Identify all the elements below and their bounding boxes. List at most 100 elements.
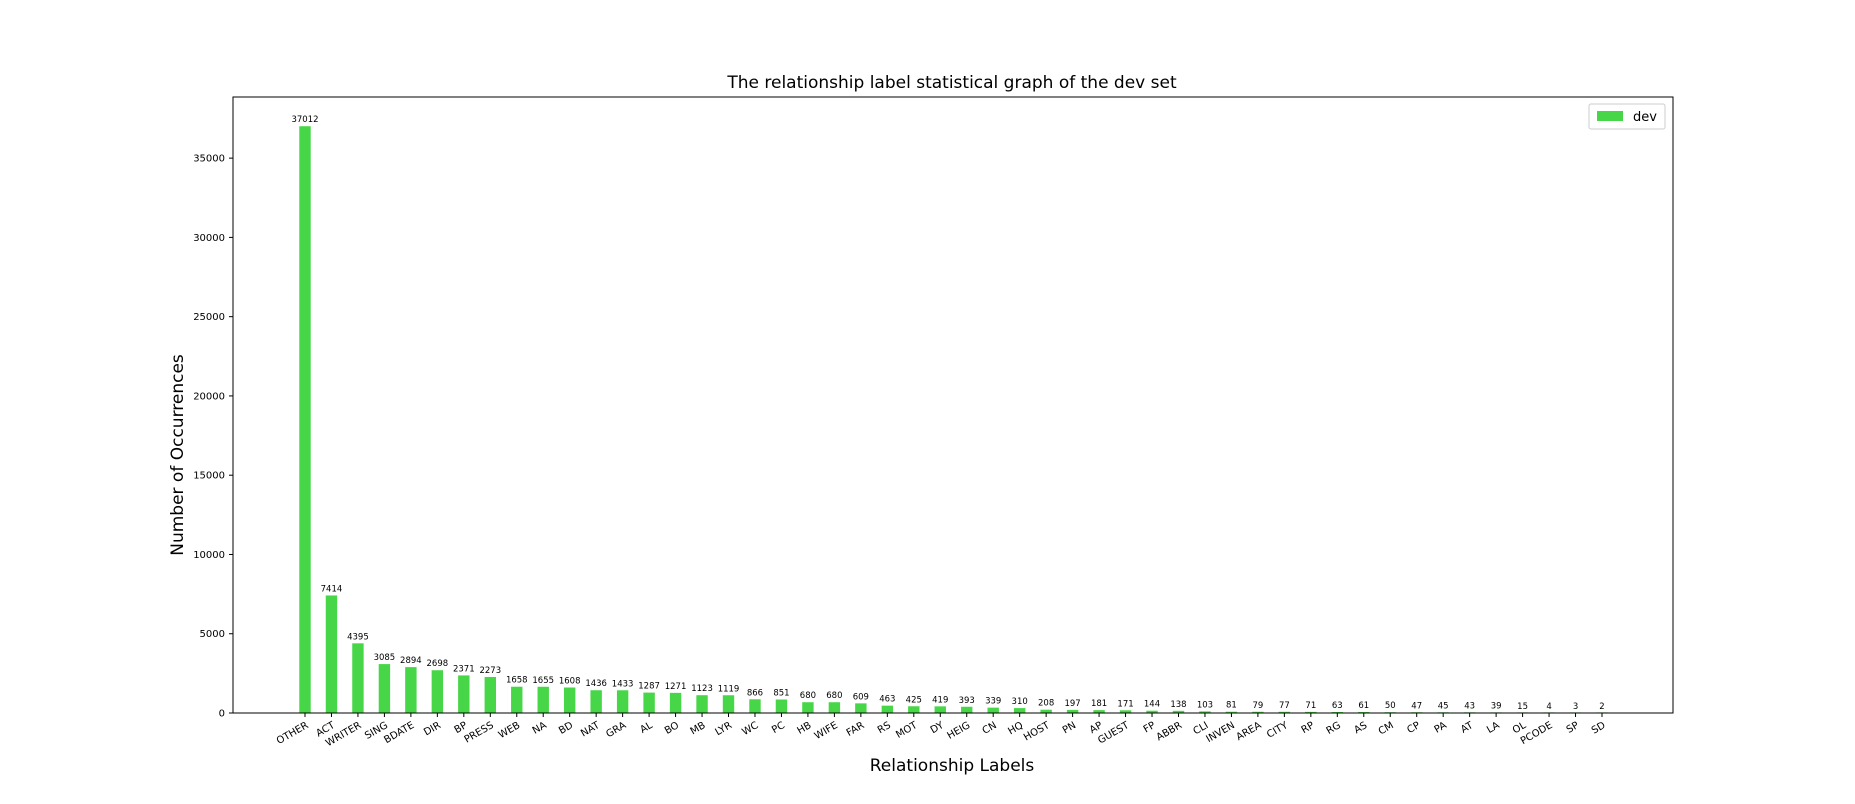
bar-value-label-cli: 103 xyxy=(1197,700,1213,710)
bar-value-label-bo: 1271 xyxy=(665,682,687,692)
legend-label-dev: dev xyxy=(1633,110,1657,125)
x-tick-label-al: AL xyxy=(638,720,655,736)
bar-guest xyxy=(1119,710,1132,713)
bar-hb xyxy=(802,702,814,713)
y-tick-label-10000: 10000 xyxy=(193,550,225,561)
bar-value-label-sp: 3 xyxy=(1573,702,1578,712)
x-tick-label-fp: FP xyxy=(1142,720,1158,735)
bar-value-label-la: 39 xyxy=(1491,701,1502,711)
x-tick-label-nat: NAT xyxy=(579,720,602,740)
bar-value-label-sing: 3085 xyxy=(374,653,396,663)
legend-swatch-dev xyxy=(1597,111,1623,121)
bar-value-label-al: 1287 xyxy=(638,682,660,692)
x-tick-label-rp: RP xyxy=(1300,720,1317,736)
bar-dy xyxy=(934,706,946,713)
x-tick-label-bdate: BDATE xyxy=(382,720,416,746)
bar-value-label-lyr: 1119 xyxy=(718,684,740,694)
bar-al xyxy=(643,692,655,713)
bar-area xyxy=(1252,711,1264,713)
x-tick-label-heig: HEIG xyxy=(945,720,972,742)
x-tick-label-at: AT xyxy=(1459,720,1476,736)
bar-value-label-ap: 181 xyxy=(1091,699,1107,709)
bar-value-label-bd: 1608 xyxy=(559,677,581,687)
bar-na xyxy=(537,686,549,713)
bar-other xyxy=(299,126,311,714)
x-tick-label-far: FAR xyxy=(845,720,867,739)
x-tick-label-other: OTHER xyxy=(275,720,311,747)
x-tick-label-rs: RS xyxy=(876,720,893,736)
bar-value-label-inven: 81 xyxy=(1226,701,1237,711)
bar-value-label-other: 37012 xyxy=(291,115,318,125)
bar-value-label-pa: 45 xyxy=(1438,701,1449,711)
bar-value-label-dy: 419 xyxy=(932,695,948,705)
bar-sing xyxy=(378,664,391,713)
bar-bp xyxy=(458,675,470,713)
bar-value-label-heig: 393 xyxy=(959,696,975,706)
bar-value-label-area: 79 xyxy=(1252,701,1263,711)
y-tick-label-0: 0 xyxy=(219,709,225,720)
bar-value-label-rs: 463 xyxy=(879,695,895,705)
x-tick-label-host: HOST xyxy=(1022,720,1052,744)
bar-bo xyxy=(669,692,682,713)
bar-fp xyxy=(1146,710,1158,713)
x-tick-label-gra: GRA xyxy=(604,720,628,740)
bar-value-label-writer: 4395 xyxy=(347,632,369,642)
bar-value-label-cn: 339 xyxy=(985,697,1001,707)
bar-value-label-wc: 866 xyxy=(747,688,763,698)
y-tick-label-25000: 25000 xyxy=(193,312,225,323)
bar-value-label-press: 2273 xyxy=(479,666,501,676)
bar-city xyxy=(1278,711,1291,713)
bar-value-label-bdate: 2894 xyxy=(400,656,422,666)
x-tick-label-as: AS xyxy=(1352,720,1369,736)
bar-value-label-fp: 144 xyxy=(1144,700,1160,710)
y-tick-label-30000: 30000 xyxy=(193,233,225,244)
bar-value-label-ol: 15 xyxy=(1517,702,1528,712)
bar-value-label-pn: 197 xyxy=(1064,699,1080,709)
bar-value-label-far: 609 xyxy=(853,692,869,702)
y-tick-label-15000: 15000 xyxy=(193,471,225,482)
y-tick-label-5000: 5000 xyxy=(200,629,225,640)
bar-heig xyxy=(961,706,973,713)
plot-area-frame xyxy=(232,96,1674,714)
bar-lyr xyxy=(722,695,735,713)
bar-value-label-host: 208 xyxy=(1038,699,1054,709)
y-axis-label: Number of Occurrences xyxy=(168,354,188,556)
bar-abbr xyxy=(1172,710,1185,713)
x-tick-label-sp: SP xyxy=(1565,720,1581,736)
bar-value-label-gra: 1433 xyxy=(612,679,634,689)
bar-value-label-rg: 63 xyxy=(1332,701,1343,711)
bar-host xyxy=(1040,709,1052,713)
bar-gra xyxy=(616,690,629,713)
bar-value-label-dir: 2698 xyxy=(427,659,449,669)
bar-value-label-sd: 2 xyxy=(1599,702,1604,712)
bar-web xyxy=(511,686,523,713)
x-tick-label-cm: CM xyxy=(1377,720,1396,737)
bar-inven xyxy=(1225,711,1238,713)
bar-value-label-bp: 2371 xyxy=(453,664,475,674)
legend-box xyxy=(1588,103,1666,130)
bar-pn xyxy=(1066,709,1079,713)
bar-value-label-mot: 425 xyxy=(906,695,922,705)
x-tick-label-dy: DY xyxy=(929,720,947,737)
y-tick-label-35000: 35000 xyxy=(193,154,225,165)
bar-value-label-hq: 310 xyxy=(1012,697,1028,707)
x-tick-label-area: AREA xyxy=(1235,720,1264,743)
x-tick-label-press: PRESS xyxy=(463,720,496,746)
x-tick-label-pc: PC xyxy=(770,720,787,736)
bar-bdate xyxy=(405,667,417,713)
x-tick-label-wc: WC xyxy=(740,720,760,738)
bar-press xyxy=(484,676,496,713)
bar-value-label-na: 1655 xyxy=(532,676,554,686)
x-tick-label-mb: MB xyxy=(689,720,708,737)
bar-pc xyxy=(775,699,788,713)
bar-value-label-web: 1658 xyxy=(506,676,528,686)
bar-nat xyxy=(590,690,602,713)
bar-value-label-city: 77 xyxy=(1279,701,1290,711)
x-tick-label-abbr: ABBR xyxy=(1155,720,1184,743)
bar-hq xyxy=(1013,708,1026,713)
bar-value-label-hb: 680 xyxy=(800,691,816,701)
bar-value-label-mb: 1123 xyxy=(691,684,713,694)
x-tick-label-lyr: LYR xyxy=(714,720,735,738)
